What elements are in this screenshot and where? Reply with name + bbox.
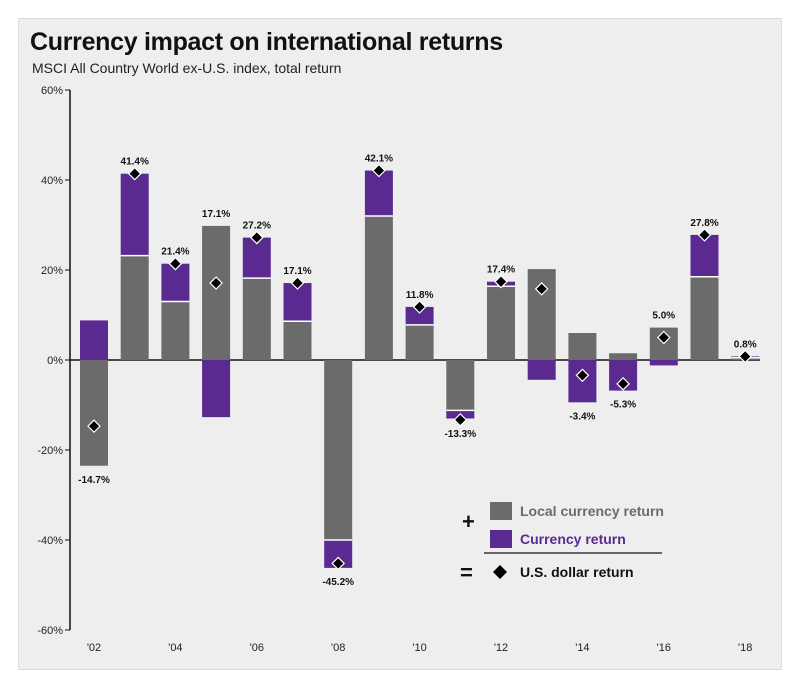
x-tick-label: '18 [738,642,752,654]
y-tick-label: -20% [37,445,63,457]
currency-return-bar [527,360,556,380]
currency-return-bar [405,306,434,325]
local-return-bar [609,353,638,360]
legend-plus-symbol: + [462,509,475,534]
data-label: 41.4% [121,157,149,168]
usd-return-diamond [372,163,386,178]
usd-return-diamond [331,556,346,571]
legend-label-local: Local currency return [520,503,664,519]
usd-return-diamond [616,377,630,391]
usd-return-diamond [534,282,549,296]
local-return-bar [446,360,475,411]
local-return-bar [568,333,597,360]
chart-markers [87,163,753,571]
data-label: 5.0% [652,311,675,322]
chart-subtitle: MSCI All Country World ex-U.S. index, to… [32,60,342,76]
local-return-bar [202,225,231,360]
x-tick-label: '12 [494,642,508,654]
usd-return-diamond [656,330,671,345]
data-label: 27.2% [243,221,271,232]
local-return-bar [161,301,190,360]
chart-title: Currency impact on international returns [30,28,503,56]
x-tick-label: '04 [168,642,182,654]
currency-return-bar [120,173,149,256]
data-label: -14.7% [78,475,110,486]
data-label: 21.4% [161,247,189,258]
chart-bars [80,170,760,568]
usd-return-diamond [290,276,305,290]
data-label: 17.1% [202,209,230,220]
usd-return-diamond [249,230,264,245]
currency-return-bar [202,360,231,418]
local-return-bar [120,255,149,360]
local-return-bar [324,360,353,540]
currency-return-bar [364,170,393,216]
data-label: -5.3% [610,400,636,411]
usd-return-diamond [209,276,223,290]
y-tick-label: 20% [41,265,63,277]
usd-return-diamond [453,413,468,427]
legend-swatch-currency [490,530,512,548]
local-return-bar [364,216,393,360]
y-tick-label: -60% [37,625,63,637]
x-tick-label: '02 [87,642,101,654]
y-tick-label: -40% [37,535,63,547]
x-tick-label: '16 [657,642,671,654]
data-label: 17.1% [283,266,311,277]
y-tick-label: 60% [41,85,63,97]
chart-data-labels: -14.7% 41.4% 21.4% 17.1% 27.2% 17.1% -45.2% 42.… [78,154,757,588]
local-return-bar [283,321,312,360]
data-label: 27.8% [690,218,718,229]
chart-axes: 60% 40% 20% 0% -20% -40% -60% '02 '04 '06 '08 '10 '1… [37,85,760,654]
local-return-bar [405,324,434,360]
legend-equals-symbol: = [460,560,473,585]
usd-return-diamond [575,368,590,383]
usd-return-diamond [168,256,183,271]
local-return-bar [80,360,108,466]
data-label: -45.2% [322,577,354,588]
usd-return-diamond [738,349,753,364]
legend-diamond-usd [493,565,507,579]
chart-legend: Local currency return + Currency return = U.… [460,502,664,585]
data-label: -13.3% [444,429,476,440]
usd-return-diamond [697,228,712,242]
local-return-bar [242,278,271,360]
x-tick-label: '08 [331,642,345,654]
x-tick-label: '14 [575,642,589,654]
x-tick-label: '06 [250,642,264,654]
currency-return-bar [80,320,108,360]
legend-label-usd: U.S. dollar return [520,564,634,580]
y-tick-label: 40% [41,175,63,187]
local-return-bar [690,276,719,360]
legend-swatch-local [490,502,512,520]
usd-return-diamond [412,300,427,314]
data-label: -3.4% [569,411,595,422]
data-label: 11.8% [406,290,434,301]
local-return-bar [487,286,515,360]
x-tick-label: '10 [412,642,426,654]
usd-return-diamond [127,166,142,181]
currency-return-bar [649,360,678,366]
legend-label-currency: Currency return [520,531,626,547]
usd-return-diamond [87,419,101,433]
y-tick-label: 0% [47,355,63,367]
currency-return-bar [690,234,719,277]
data-label: 42.1% [365,154,393,165]
usd-return-diamond [494,274,508,289]
data-label: 0.8% [734,339,757,350]
data-label: 17.4% [487,265,515,276]
